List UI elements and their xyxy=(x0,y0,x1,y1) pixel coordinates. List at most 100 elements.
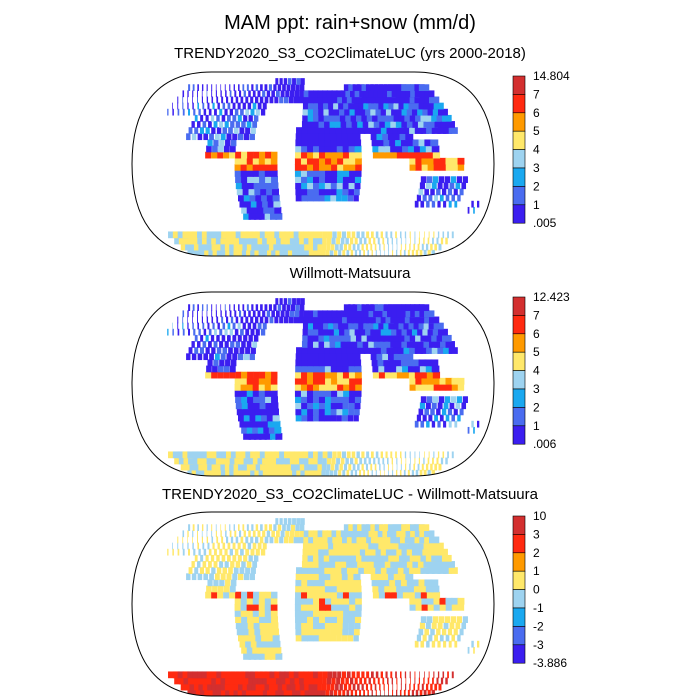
land-cell xyxy=(222,322,226,330)
land-cell xyxy=(192,96,193,104)
land-cell xyxy=(250,96,254,104)
land-cell xyxy=(370,524,379,531)
colorbar-swatch xyxy=(512,112,526,132)
land-cell xyxy=(214,108,217,116)
land-cell xyxy=(266,237,274,245)
land-cell xyxy=(217,322,220,330)
land-cell xyxy=(289,457,296,465)
land-cell xyxy=(238,304,240,311)
land-cell xyxy=(365,304,374,311)
land-cell xyxy=(351,561,359,568)
land-cell xyxy=(301,353,308,361)
land-cell xyxy=(238,573,244,581)
land-cell xyxy=(342,359,350,367)
land-cell xyxy=(377,579,385,587)
land-cell xyxy=(330,353,338,361)
land-cell xyxy=(235,616,243,623)
colorbar-tick-label: 6 xyxy=(533,327,540,341)
land-cell xyxy=(342,396,350,403)
land-cell xyxy=(250,536,254,544)
land-cell xyxy=(359,310,367,318)
land-cell xyxy=(255,548,260,556)
land-cell xyxy=(262,640,270,648)
land-cell xyxy=(263,206,271,214)
land-cell xyxy=(393,353,402,361)
land-cell xyxy=(205,371,212,379)
land-cell xyxy=(403,127,412,134)
land-cell xyxy=(420,347,429,354)
land-cell xyxy=(402,591,410,599)
land-cell xyxy=(379,243,381,251)
land-cell xyxy=(313,408,320,416)
land-cell xyxy=(405,457,407,465)
land-cell xyxy=(222,567,228,574)
land-cell xyxy=(329,121,337,128)
land-cell xyxy=(259,396,267,403)
land-cell xyxy=(247,396,255,403)
land-cell xyxy=(265,176,273,183)
land-cell xyxy=(197,322,200,330)
land-cell xyxy=(197,304,199,311)
land-cell xyxy=(417,683,420,691)
land-cell xyxy=(353,102,361,110)
land-cell xyxy=(272,634,280,642)
land-cell xyxy=(294,384,302,391)
land-cell xyxy=(363,542,371,550)
land-cell xyxy=(266,689,275,696)
land-cell xyxy=(396,237,398,245)
land-cell xyxy=(217,102,220,110)
land-cell xyxy=(212,322,215,330)
land-cell xyxy=(359,530,367,538)
land-cell xyxy=(317,457,323,465)
land-cell xyxy=(295,139,302,147)
land-cell xyxy=(288,671,296,679)
land-cell xyxy=(313,127,320,134)
land-cell xyxy=(270,390,278,397)
land-cell xyxy=(407,365,416,373)
panel-1-map-outline xyxy=(131,71,495,257)
land-cell xyxy=(379,304,388,311)
land-cell xyxy=(207,359,213,367)
land-cell xyxy=(336,188,343,196)
land-cell xyxy=(238,524,240,531)
land-cell xyxy=(345,554,353,562)
land-cell xyxy=(301,133,308,141)
land-cell xyxy=(342,628,349,636)
land-cell xyxy=(324,347,331,354)
land-cell xyxy=(313,610,320,617)
land-cell xyxy=(319,604,326,611)
land-cell xyxy=(453,188,458,196)
land-cell xyxy=(198,108,201,116)
land-cell xyxy=(308,243,314,251)
land-cell xyxy=(213,579,219,587)
land-cell xyxy=(347,414,354,422)
land-cell xyxy=(324,628,331,636)
land-cell xyxy=(325,170,332,177)
land-cell xyxy=(246,390,254,397)
land-cell xyxy=(426,127,435,134)
land-cell xyxy=(307,151,314,159)
land-cell xyxy=(340,341,348,348)
land-cell xyxy=(255,463,264,471)
land-cell xyxy=(423,561,433,568)
land-cell xyxy=(329,341,337,348)
land-cell xyxy=(296,298,301,305)
land-cell xyxy=(307,176,314,183)
land-cell xyxy=(439,384,447,391)
land-cell xyxy=(248,530,251,538)
land-cell xyxy=(306,164,314,171)
land-cell xyxy=(200,114,204,122)
land-cell xyxy=(253,182,261,190)
land-cell xyxy=(237,334,242,342)
land-cell xyxy=(420,127,429,134)
land-cell xyxy=(407,145,416,153)
land-cell xyxy=(434,634,439,642)
land-cell xyxy=(242,628,251,636)
land-cell xyxy=(350,334,358,342)
land-cell xyxy=(226,536,229,544)
land-cell xyxy=(234,157,242,165)
land-cell xyxy=(420,334,430,342)
land-cell xyxy=(226,231,235,239)
land-cell xyxy=(408,591,416,599)
land-cell xyxy=(248,310,251,318)
